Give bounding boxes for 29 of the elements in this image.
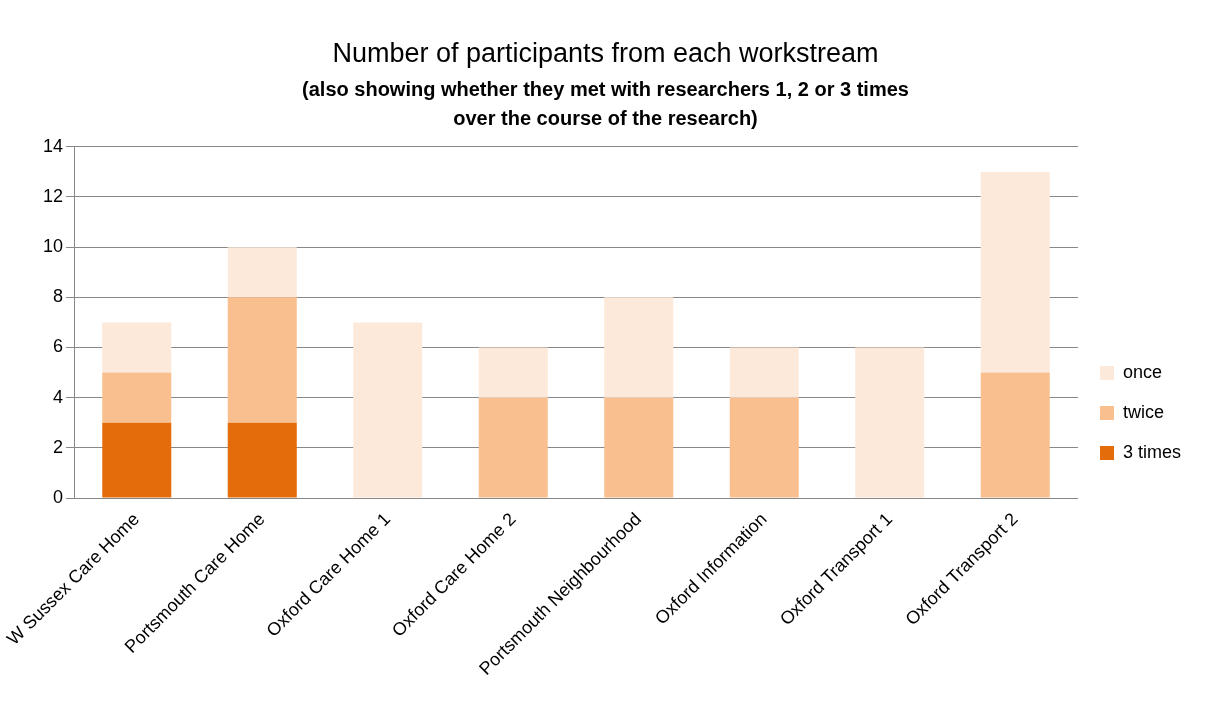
y-tick-label: 8: [53, 286, 64, 307]
bar: [102, 372, 172, 423]
bar: [729, 397, 799, 498]
chart-title: Number of participants from each workstream: [331, 38, 880, 69]
legend-label: 3 times: [1122, 441, 1182, 462]
bar: [604, 297, 674, 398]
bar: [102, 422, 172, 498]
bar: [729, 347, 799, 398]
y-tick-label: 6: [53, 336, 64, 357]
bar: [604, 397, 674, 498]
y-tick-label: 0: [53, 487, 64, 508]
bar: [855, 347, 925, 498]
y-tick-label: 2: [53, 436, 64, 457]
y-tick-label: 12: [42, 185, 64, 206]
legend-label: once: [1122, 361, 1163, 382]
y-tick-label: 10: [42, 236, 64, 257]
bar: [353, 322, 423, 498]
chart-subtitle: (also showing whether they met with researchers 1, 2 or 3 times over the course of the research): [301, 77, 910, 131]
bar: [478, 347, 548, 398]
bar: [227, 297, 297, 423]
bar: [227, 247, 297, 298]
bar: [227, 422, 297, 498]
y-tick-label: 4: [53, 386, 64, 407]
y-tick-label: 14: [42, 135, 64, 156]
bar: [102, 322, 172, 373]
legend-label: twice: [1122, 401, 1164, 422]
bar: [478, 397, 548, 498]
bar: [980, 372, 1050, 498]
bar: [980, 171, 1050, 373]
